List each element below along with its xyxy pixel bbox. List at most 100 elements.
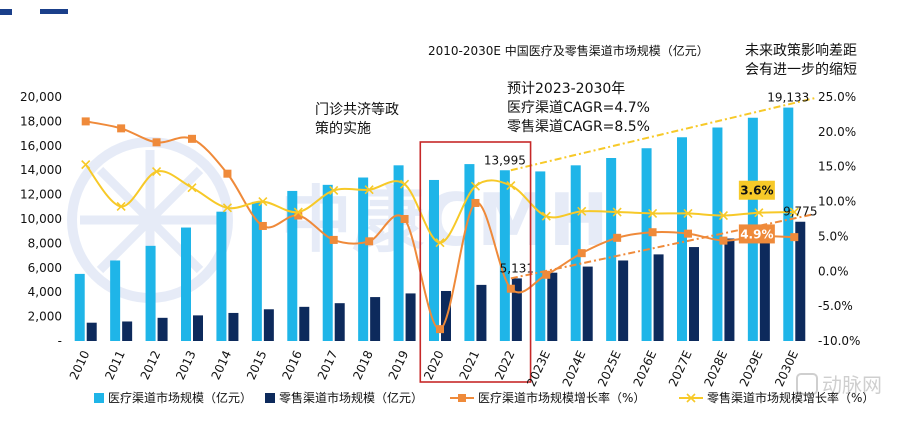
marker-retail-growth [754,208,764,218]
left-axis-tick-label: 10,000 [20,212,62,226]
bar-medical [251,201,262,341]
marker-medical-growth [152,138,161,147]
watermark-snowflake-icon [80,150,220,290]
bar-retail [228,312,239,341]
left-axis-tick-label: 16,000 [20,139,62,153]
callout-medical-rate [738,224,775,244]
bar-value-label: 13,995 [484,153,526,167]
marker-medical-growth [506,284,515,293]
marker-medical-growth [188,134,196,143]
x-axis-category-label: 2027E [666,348,695,388]
x-axis-category-label: 2015 [244,348,270,382]
legend-label-medical: 医疗渠道市场规模（亿元） [108,390,252,405]
marker-retail-growth [293,207,303,217]
marker-medical-growth [790,233,799,242]
bar-medical [216,211,227,341]
bar-medical [606,158,617,341]
marker-retail-growth [435,238,445,248]
bar-value-label: 19,133 [767,91,809,105]
bar-medical [358,177,369,341]
legend-swatch-retail [265,393,275,403]
bar-medical [322,184,333,341]
bar-retail [547,272,558,341]
bar-retail [157,317,168,341]
marker-retail-growth [683,208,693,218]
x-axis-category-label: 2024E [560,348,589,388]
legend-label-retail: 零售渠道市场规模（亿元） [279,390,423,405]
bar-medical [429,179,439,341]
annotation-cagr-line-3: 零售渠道CAGR=8.5% [507,119,650,135]
marker-medical-growth [223,169,232,178]
bar-retail [263,309,274,341]
marker-medical-growth [577,249,586,258]
x-axis-category-label: 2011 [102,348,128,382]
marker-retail-growth [116,201,126,212]
bar-medical [535,171,546,341]
header-strip [0,0,70,15]
legend: 医疗渠道市场规模（亿元） 零售渠道市场规模（亿元） 医疗渠道市场规模增长率（%） 零售… [94,390,874,405]
annotation-policy-line-1: 门诊共济等政 [315,102,399,118]
x-axis-category-label: 2029E [737,348,766,388]
marker-retail-growth [789,207,799,217]
bar-value-label: 9,775 [783,205,817,219]
marker-medical-growth [719,236,728,245]
callout-retail-rate [738,180,775,200]
x-axis-category-label: 2028E [701,348,730,388]
bar-retail [476,284,487,341]
bar-retail [511,278,522,341]
right-axis-tick-label: 25.0% [818,90,856,104]
legend-marker-medical-growth [458,394,466,402]
annotation-policy-line-2: 策的实施 [315,121,371,137]
marker-retail-growth [364,185,374,195]
annotation-future-line-2: 会有进一步的缩短 [745,62,857,78]
marker-medical-growth [684,229,692,238]
callout-rate-text: 3.6% [740,184,773,198]
right-axis-tick-label: 15.0% [818,160,856,174]
bar-medical [464,164,475,341]
left-axis-tick-label: 4,000 [28,285,62,299]
marker-retail-growth [187,183,197,193]
bar-medical [641,148,652,341]
bar-retail [334,303,345,341]
bar-medical [783,107,794,342]
x-axis-category-label: 2022 [492,348,518,382]
left-axis-tick-label: - [58,334,62,348]
x-axis-category-label: 2019 [386,348,412,382]
right-axis-tick-label: 10.0% [818,195,856,209]
bar-retail [795,221,806,341]
bar-value-label: 5,131 [500,261,534,275]
annotation-future-line-1: 未来政策影响差距 [745,43,857,59]
bar-retail [689,247,699,341]
marker-medical-growth [648,228,657,237]
right-axis-tick-label: 5.0% [818,229,849,243]
bar-medical [110,260,121,341]
x-axis-category-label: 2025E [595,348,624,388]
bar-retail [122,321,133,341]
x-axis-category-label: 2017 [315,348,341,382]
trend-line-medical [510,97,815,172]
x-axis-category-label: 2010 [67,348,93,382]
bar-medical [181,227,191,341]
left-axis-tick-label: 8,000 [28,236,62,250]
marker-retail-growth [152,167,162,177]
right-axis-tick-label: -5.0% [818,299,853,313]
right-axis-tick-label: 20.0% [818,125,856,139]
annotation-cagr-line-1: 预计2023-2030年 [507,81,626,97]
marker-medical-growth [294,211,303,220]
marker-retail-growth [577,206,587,216]
x-axis-category-label: 2016 [279,348,305,382]
x-axis-category-label: 2020 [421,348,447,382]
left-axis-tick-label: 18,000 [20,114,62,128]
bar-retail [724,238,735,341]
source-mark: 动脉网 [796,373,882,397]
marker-medical-growth [542,270,551,279]
left-axis-tick-label: 6,000 [28,261,62,275]
bar-retail [299,306,310,341]
marker-retail-growth [222,203,232,213]
marker-medical-growth [81,117,90,126]
callout-rate-text: 4.9% [740,227,773,241]
marker-retail-growth [258,197,268,207]
bar-retail [582,266,593,341]
bar-medical [499,170,510,341]
